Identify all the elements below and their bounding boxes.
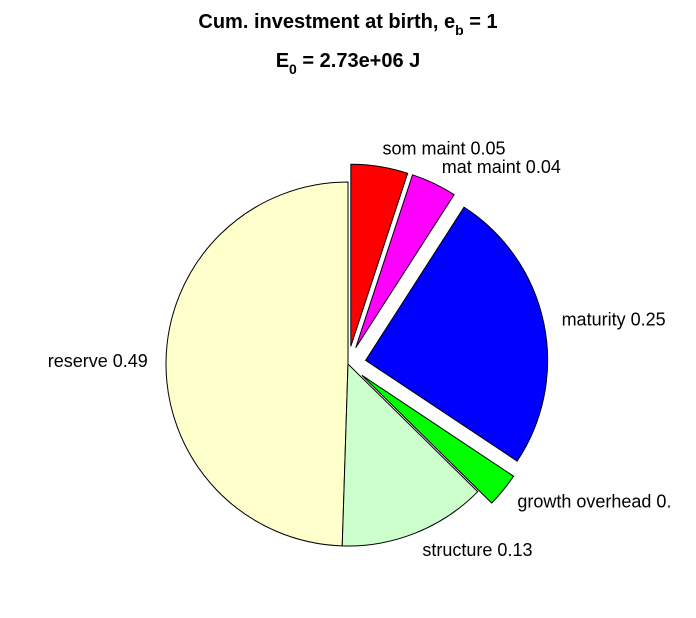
pie-slice-som-maint [350, 163, 409, 347]
pie-label-som-maint: som maint 0.05 [382, 139, 505, 159]
chart-subtitle-main: E [276, 50, 289, 72]
pie-label-reserve: reserve 0.49 [48, 351, 148, 371]
pie-labels: reserve 0.49 structure 0.13 growth overhea… [48, 139, 672, 560]
chart-subtitle-subscript: 0 [289, 61, 297, 77]
pie-label-maturity: maturity 0.25 [562, 309, 666, 329]
chart-title: Cum. investment at birth, eb = 1 [198, 11, 497, 38]
pie-label-growth-overhead: growth overhead 0. [517, 492, 671, 512]
pie-slice-growth-overhead [361, 374, 515, 504]
chart-title-rest: = 1 [464, 11, 498, 33]
pie-slices [165, 163, 549, 547]
pie-slice-mat-maint [355, 174, 455, 349]
pie-label-mat-maint: mat maint 0.04 [442, 157, 561, 177]
chart-subtitle-rest: = 2.73e+06 J [297, 50, 420, 72]
chart-title-main: Cum. investment at birth, e [198, 11, 455, 33]
pie-label-structure: structure 0.13 [422, 540, 532, 560]
chart-title-subscript: b [455, 22, 464, 38]
pie-slice-reserve [165, 181, 349, 547]
chart-subtitle: E0 = 2.73e+06 J [276, 50, 421, 77]
pie-slice-maturity [364, 206, 549, 462]
pie-slice-structure [341, 362, 479, 547]
